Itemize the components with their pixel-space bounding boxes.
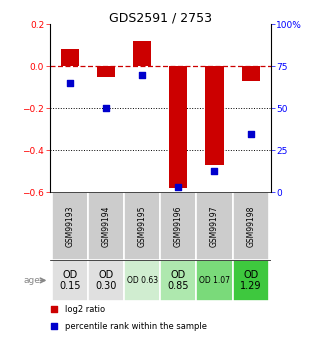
Bar [52, 260, 88, 301]
Point [176, 185, 181, 190]
Point [67, 80, 72, 86]
Bar [205, 66, 224, 165]
Bar [160, 193, 196, 260]
Bar [88, 193, 124, 260]
Bar [61, 49, 79, 66]
Point [103, 106, 108, 111]
Text: OD
0.85: OD 0.85 [168, 269, 189, 291]
Bar [97, 66, 115, 77]
Text: GSM99193: GSM99193 [65, 205, 74, 247]
Bar [124, 193, 160, 260]
Title: GDS2591 / 2753: GDS2591 / 2753 [109, 11, 212, 24]
Text: GSM99198: GSM99198 [246, 206, 255, 247]
Text: OD 1.07: OD 1.07 [199, 276, 230, 285]
Point [140, 72, 145, 77]
Text: GSM99197: GSM99197 [210, 205, 219, 247]
Point [248, 131, 253, 136]
Bar [160, 260, 196, 301]
Text: OD
0.15: OD 0.15 [59, 269, 81, 291]
Bar [196, 260, 233, 301]
Bar [52, 193, 88, 260]
Text: OD 0.63: OD 0.63 [127, 276, 158, 285]
Bar [133, 41, 151, 66]
Bar [233, 260, 269, 301]
Text: GSM99196: GSM99196 [174, 205, 183, 247]
Text: OD
1.29: OD 1.29 [240, 269, 262, 291]
Bar [242, 66, 260, 81]
Bar [196, 193, 233, 260]
Bar [88, 260, 124, 301]
Point [52, 324, 57, 329]
Text: GSM99194: GSM99194 [101, 205, 110, 247]
Text: age: age [23, 276, 40, 285]
Point [212, 168, 217, 174]
Bar [169, 66, 187, 188]
Text: percentile rank within the sample: percentile rank within the sample [65, 322, 207, 331]
Point [52, 307, 57, 312]
Bar [124, 260, 160, 301]
Text: OD
0.30: OD 0.30 [95, 269, 117, 291]
Text: GSM99195: GSM99195 [137, 205, 146, 247]
Bar [233, 193, 269, 260]
Text: log2 ratio: log2 ratio [65, 305, 105, 314]
